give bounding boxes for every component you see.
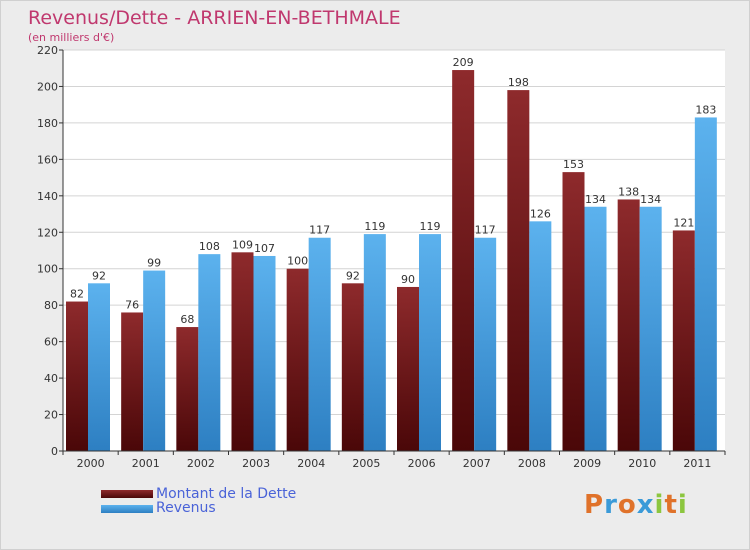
bar-revenus — [363, 234, 386, 451]
x-tick-label: 2006 — [408, 457, 436, 470]
bar-revenus — [198, 254, 221, 451]
bar-revenus — [308, 237, 331, 451]
bar-dette — [121, 312, 144, 451]
data-label: 134 — [585, 193, 606, 206]
bar-revenus — [419, 234, 441, 451]
bar-revenus — [253, 255, 276, 451]
bar-dette — [231, 252, 254, 451]
data-label: 76 — [125, 298, 139, 311]
y-tick-label: 80 — [44, 299, 58, 312]
data-label: 99 — [147, 257, 161, 270]
y-tick-label: 180 — [37, 117, 58, 130]
data-label: 126 — [530, 207, 551, 220]
bar-dette — [507, 90, 530, 451]
data-label: 82 — [70, 288, 84, 301]
y-tick-label: 120 — [37, 226, 58, 239]
data-label: 68 — [180, 313, 194, 326]
data-label: 119 — [364, 220, 385, 233]
y-tick-label: 40 — [44, 372, 58, 385]
chart-subtitle: (en milliers d'€) — [28, 31, 115, 44]
bar-dette — [397, 286, 419, 451]
bar-revenus — [639, 206, 662, 451]
data-label: 134 — [640, 193, 661, 206]
x-tick-label: 2007 — [463, 457, 491, 470]
logo-letter: P — [584, 490, 605, 520]
legend-swatch-debt — [101, 490, 153, 498]
data-label: 90 — [401, 273, 415, 286]
bar-dette — [341, 283, 364, 451]
bar-revenus — [474, 237, 497, 451]
logo-letter: t — [664, 490, 678, 520]
y-tick-label: 0 — [51, 445, 58, 458]
y-tick-label: 60 — [44, 336, 58, 349]
y-tick-label: 200 — [37, 80, 58, 93]
x-tick-label: 2004 — [297, 457, 325, 470]
data-label: 117 — [309, 224, 330, 237]
proxiti-logo: Proxiti — [584, 490, 688, 520]
bar-revenus — [584, 206, 607, 451]
x-tick-label: 2009 — [573, 457, 601, 470]
bar-revenus — [694, 117, 717, 451]
data-label: 119 — [420, 220, 441, 233]
data-label: 198 — [508, 76, 529, 89]
data-label: 117 — [475, 224, 496, 237]
data-label: 107 — [254, 242, 275, 255]
data-label: 108 — [199, 240, 220, 253]
data-label: 100 — [287, 255, 308, 268]
x-tick-label: 2010 — [628, 457, 656, 470]
x-tick-label: 2011 — [683, 457, 711, 470]
data-label: 138 — [618, 185, 639, 198]
logo-letter: o — [617, 490, 637, 520]
x-tick-label: 2008 — [518, 457, 546, 470]
data-label: 209 — [453, 56, 474, 69]
y-tick-label: 140 — [37, 190, 58, 203]
x-tick-label: 2005 — [352, 457, 380, 470]
bar-dette — [617, 199, 640, 451]
legend-label-debt: Montant de la Dette — [156, 486, 297, 502]
bar-dette — [66, 301, 88, 451]
legend-label-revenus: Revenus — [156, 500, 216, 516]
plot-area — [63, 50, 725, 451]
x-tick-label: 2002 — [187, 457, 215, 470]
x-tick-label: 2000 — [77, 457, 105, 470]
bar-dette — [176, 327, 199, 451]
y-tick-label: 100 — [37, 263, 58, 276]
bar-revenus — [529, 221, 552, 451]
x-tick-label: 2001 — [132, 457, 160, 470]
bar-dette — [452, 70, 475, 452]
logo-letter: x — [636, 490, 655, 520]
bar-revenus — [143, 270, 166, 451]
data-label: 153 — [563, 158, 584, 171]
data-label: 92 — [92, 269, 106, 282]
data-label: 109 — [232, 238, 253, 251]
bar-dette — [286, 268, 309, 451]
bar-revenus — [88, 283, 110, 451]
legend-swatch-revenus — [101, 505, 153, 513]
y-tick-label: 220 — [37, 44, 58, 57]
y-tick-label: 160 — [37, 153, 58, 166]
data-label: 121 — [673, 216, 694, 229]
bar-dette — [562, 172, 585, 451]
logo-letter: i — [654, 490, 665, 520]
bar-dette — [672, 230, 695, 451]
y-tick-label: 20 — [44, 409, 58, 422]
logo-letter: i — [677, 490, 688, 520]
logo-letter: r — [604, 490, 618, 520]
data-label: 183 — [695, 103, 716, 116]
chart-title: Revenus/Dette - ARRIEN-EN-BETHMALE — [28, 7, 401, 29]
data-label: 92 — [346, 269, 360, 282]
x-tick-label: 2003 — [242, 457, 270, 470]
